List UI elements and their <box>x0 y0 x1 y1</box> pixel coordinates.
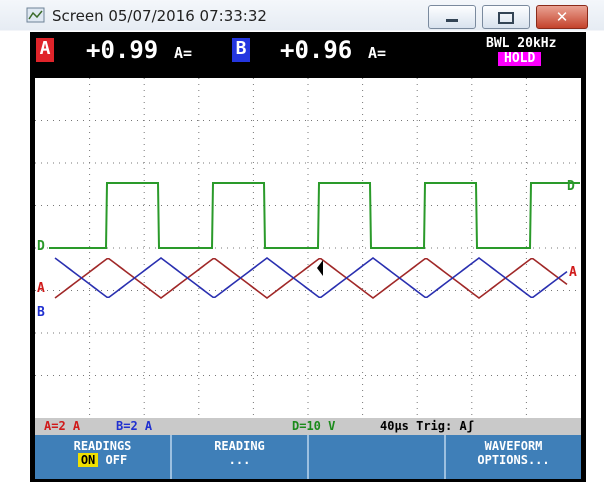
trace-b-label: B <box>37 305 45 320</box>
timebase-trigger: 40µs Trig: Aʃ <box>380 419 474 433</box>
softkey-empty[interactable] <box>309 435 446 479</box>
trace-d <box>49 182 580 249</box>
reading-a-unit: A= <box>174 44 193 62</box>
channel-a-badge: A <box>36 38 54 62</box>
softkey-readings[interactable]: READINGS ON OFF <box>35 435 172 479</box>
scale-b: B=2 A <box>116 419 153 433</box>
channel-b-badge: B <box>232 38 250 62</box>
softkey-label: READING <box>214 439 265 453</box>
window-title: Screen 05/07/2016 07:33:32 <box>52 7 267 25</box>
softkey-on: ON <box>77 453 99 467</box>
window-icon <box>26 7 45 23</box>
softkey-reading[interactable]: READING... <box>172 435 309 479</box>
softkey-off: OFF <box>105 453 128 467</box>
hold-indicator: HOLD <box>498 52 542 66</box>
softkey-label: OPTIONS... <box>477 453 550 467</box>
scale-a: A=2 A <box>44 419 81 433</box>
minimize-button[interactable] <box>428 5 476 29</box>
softkey-label: WAVEFORM <box>484 439 543 453</box>
scope-display: A +0.99 A= B +0.96 A= BWL 20kHz HOLD D D A… <box>30 32 586 482</box>
maximize-button[interactable] <box>482 5 530 29</box>
trace-a-label: A <box>569 265 577 280</box>
status-bar <box>35 418 581 435</box>
reading-b-unit: A= <box>368 44 387 62</box>
trace-b <box>54 256 568 299</box>
bandwidth-limit: BWL 20kHz <box>486 36 557 51</box>
trace-a <box>54 257 568 300</box>
softkey-waveform-options[interactable]: WAVEFORM OPTIONS... <box>446 435 581 479</box>
softkey-label: ... <box>228 453 251 467</box>
reading-a-value: +0.99 <box>86 36 159 64</box>
trigger-marker <box>317 260 323 276</box>
trace-d-label: D <box>567 179 575 194</box>
trace-d-label: D <box>37 239 45 254</box>
close-button[interactable]: ✕ <box>536 5 588 29</box>
scale-d: D=10 V <box>292 419 336 433</box>
reading-b-value: +0.96 <box>280 36 353 64</box>
softkey-label: READINGS <box>73 439 132 453</box>
trace-a-label: A <box>37 281 45 296</box>
